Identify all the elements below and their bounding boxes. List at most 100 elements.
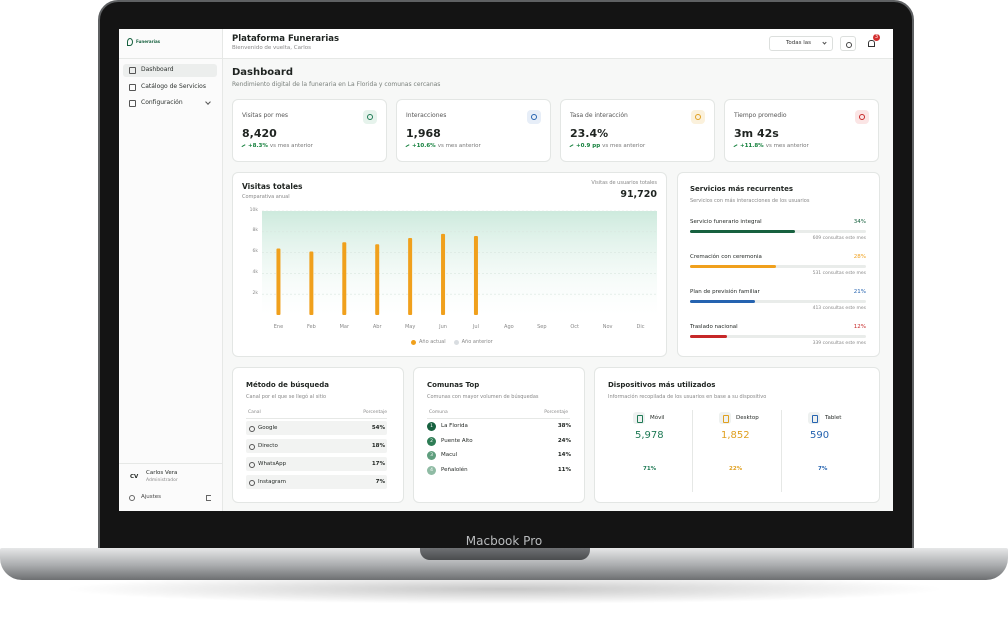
y-tick-label: 6k bbox=[252, 249, 258, 255]
bar bbox=[473, 235, 478, 315]
metric-label: Interacciones bbox=[406, 112, 447, 119]
filter-label[interactable]: Todas las bbox=[786, 40, 812, 46]
total-value: 91,720 bbox=[620, 189, 657, 200]
metric-note: vs mes anterior bbox=[269, 143, 313, 149]
theme-button[interactable] bbox=[840, 36, 856, 51]
card-title: Servicios más recurrentes bbox=[690, 185, 794, 193]
service-count: 609 consultas este mes bbox=[812, 236, 866, 241]
bell-icon[interactable] bbox=[868, 40, 875, 47]
metric-card bbox=[560, 99, 715, 162]
bar bbox=[441, 233, 446, 315]
row-bg bbox=[246, 457, 387, 471]
metric-label: Tiempo promedio bbox=[734, 112, 787, 119]
nav-active-bg bbox=[123, 64, 217, 77]
channel-percent: 18% bbox=[371, 443, 385, 449]
metric-label: Tasa de interacción bbox=[570, 112, 628, 119]
avatar: CV bbox=[130, 474, 139, 480]
device-share: 71% bbox=[643, 466, 657, 472]
commune-percent: 24% bbox=[557, 437, 571, 444]
metric-icon-glyph bbox=[859, 114, 865, 120]
channel-icon bbox=[249, 462, 255, 468]
metric-delta: +11.8% bbox=[740, 143, 764, 149]
x-tick-label: Jun bbox=[439, 324, 447, 330]
metric-delta: +0.9 pp bbox=[576, 143, 601, 149]
nav-item[interactable]: Dashboard bbox=[141, 66, 174, 73]
x-tick-label: Sep bbox=[537, 324, 547, 330]
channel-percent: 54% bbox=[371, 425, 385, 431]
metric-value: 3m 42s bbox=[734, 127, 779, 140]
progress-track bbox=[690, 335, 866, 338]
channel-name: WhatsApp bbox=[258, 461, 287, 467]
user-role: Administrador bbox=[146, 478, 178, 483]
device-divider bbox=[781, 410, 782, 492]
card-title: Dispositivos más utilizados bbox=[608, 381, 716, 389]
service-percent: 21% bbox=[853, 289, 866, 295]
channel-name: Directo bbox=[258, 443, 278, 449]
metric-value: 8,420 bbox=[242, 127, 277, 140]
channel-name: Google bbox=[258, 425, 278, 431]
channel-percent: 17% bbox=[371, 461, 385, 467]
card-title: Método de búsqueda bbox=[246, 381, 329, 389]
metric-note: vs mes anterior bbox=[437, 143, 481, 149]
device-glyph bbox=[723, 415, 729, 423]
filter-box[interactable] bbox=[769, 36, 833, 51]
table-rule bbox=[246, 418, 387, 419]
commune-percent: 14% bbox=[557, 452, 571, 458]
card-title: Comunas Top bbox=[427, 381, 480, 389]
bar bbox=[342, 242, 347, 315]
y-tick-label: 8k bbox=[252, 228, 258, 234]
badge: 3 bbox=[873, 34, 880, 41]
rank-badge: 3 bbox=[427, 451, 436, 460]
channel-icon bbox=[249, 444, 255, 450]
devices-card bbox=[594, 367, 880, 503]
service-count: 531 consultas este mes bbox=[812, 271, 866, 276]
device-value: 590 bbox=[810, 430, 830, 441]
settings-icon bbox=[129, 495, 135, 501]
bar bbox=[276, 248, 281, 315]
service-percent: 28% bbox=[853, 254, 866, 260]
nav-item[interactable]: Catálogo de Servicios bbox=[141, 83, 206, 90]
rank-badge: 1 bbox=[427, 422, 436, 431]
device-value: 1,852 bbox=[721, 430, 750, 441]
device-name: Móvil bbox=[650, 415, 665, 421]
metric-delta: +10.6% bbox=[412, 143, 436, 149]
device-divider bbox=[692, 410, 693, 492]
card-subtitle: Información recopilada de los usuarios e… bbox=[608, 394, 767, 400]
settings-link[interactable]: Ajustes bbox=[141, 494, 162, 500]
user-name: Carlos Vera bbox=[146, 470, 178, 476]
communes-card bbox=[413, 367, 585, 503]
nav-icon bbox=[129, 100, 136, 107]
column-header: Porcentaje bbox=[363, 410, 387, 415]
column-header: Canal bbox=[248, 410, 261, 415]
table-rule bbox=[427, 418, 570, 419]
x-tick-label: Dic bbox=[636, 324, 645, 330]
device-glyph bbox=[637, 415, 643, 423]
metric-note: vs mes anterior bbox=[765, 143, 809, 149]
service-count: 413 consultas este mes bbox=[812, 306, 866, 311]
x-tick-label: Mar bbox=[339, 324, 349, 330]
commune-name: Puente Alto bbox=[441, 437, 473, 444]
x-tick-label: Nov bbox=[602, 324, 613, 330]
channel-icon bbox=[249, 480, 255, 486]
header-title: Plataforma Funerarias bbox=[232, 34, 340, 44]
progress-track bbox=[690, 265, 866, 268]
progress-fill bbox=[690, 300, 755, 303]
card-subtitle: Canal por el que se llegó al sitio bbox=[246, 394, 327, 400]
user-divider bbox=[119, 463, 222, 464]
sidebar bbox=[119, 29, 223, 511]
metric-card bbox=[232, 99, 387, 162]
commune-name: Macul bbox=[441, 452, 458, 458]
device-glyph bbox=[812, 415, 818, 423]
x-tick-label: Feb bbox=[306, 324, 316, 330]
card-subtitle: Servicios con más interacciones de los u… bbox=[690, 198, 810, 204]
metric-icon-glyph bbox=[531, 114, 537, 120]
card-title: Visitas totales bbox=[242, 182, 303, 191]
commune-percent: 11% bbox=[557, 466, 571, 473]
service-percent: 12% bbox=[853, 324, 866, 330]
metric-delta: +8.3% bbox=[248, 143, 268, 149]
nav-item[interactable]: Configuración bbox=[141, 99, 183, 106]
channel-icon bbox=[249, 426, 255, 432]
bar bbox=[309, 251, 314, 315]
page-title: Dashboard bbox=[232, 67, 293, 78]
